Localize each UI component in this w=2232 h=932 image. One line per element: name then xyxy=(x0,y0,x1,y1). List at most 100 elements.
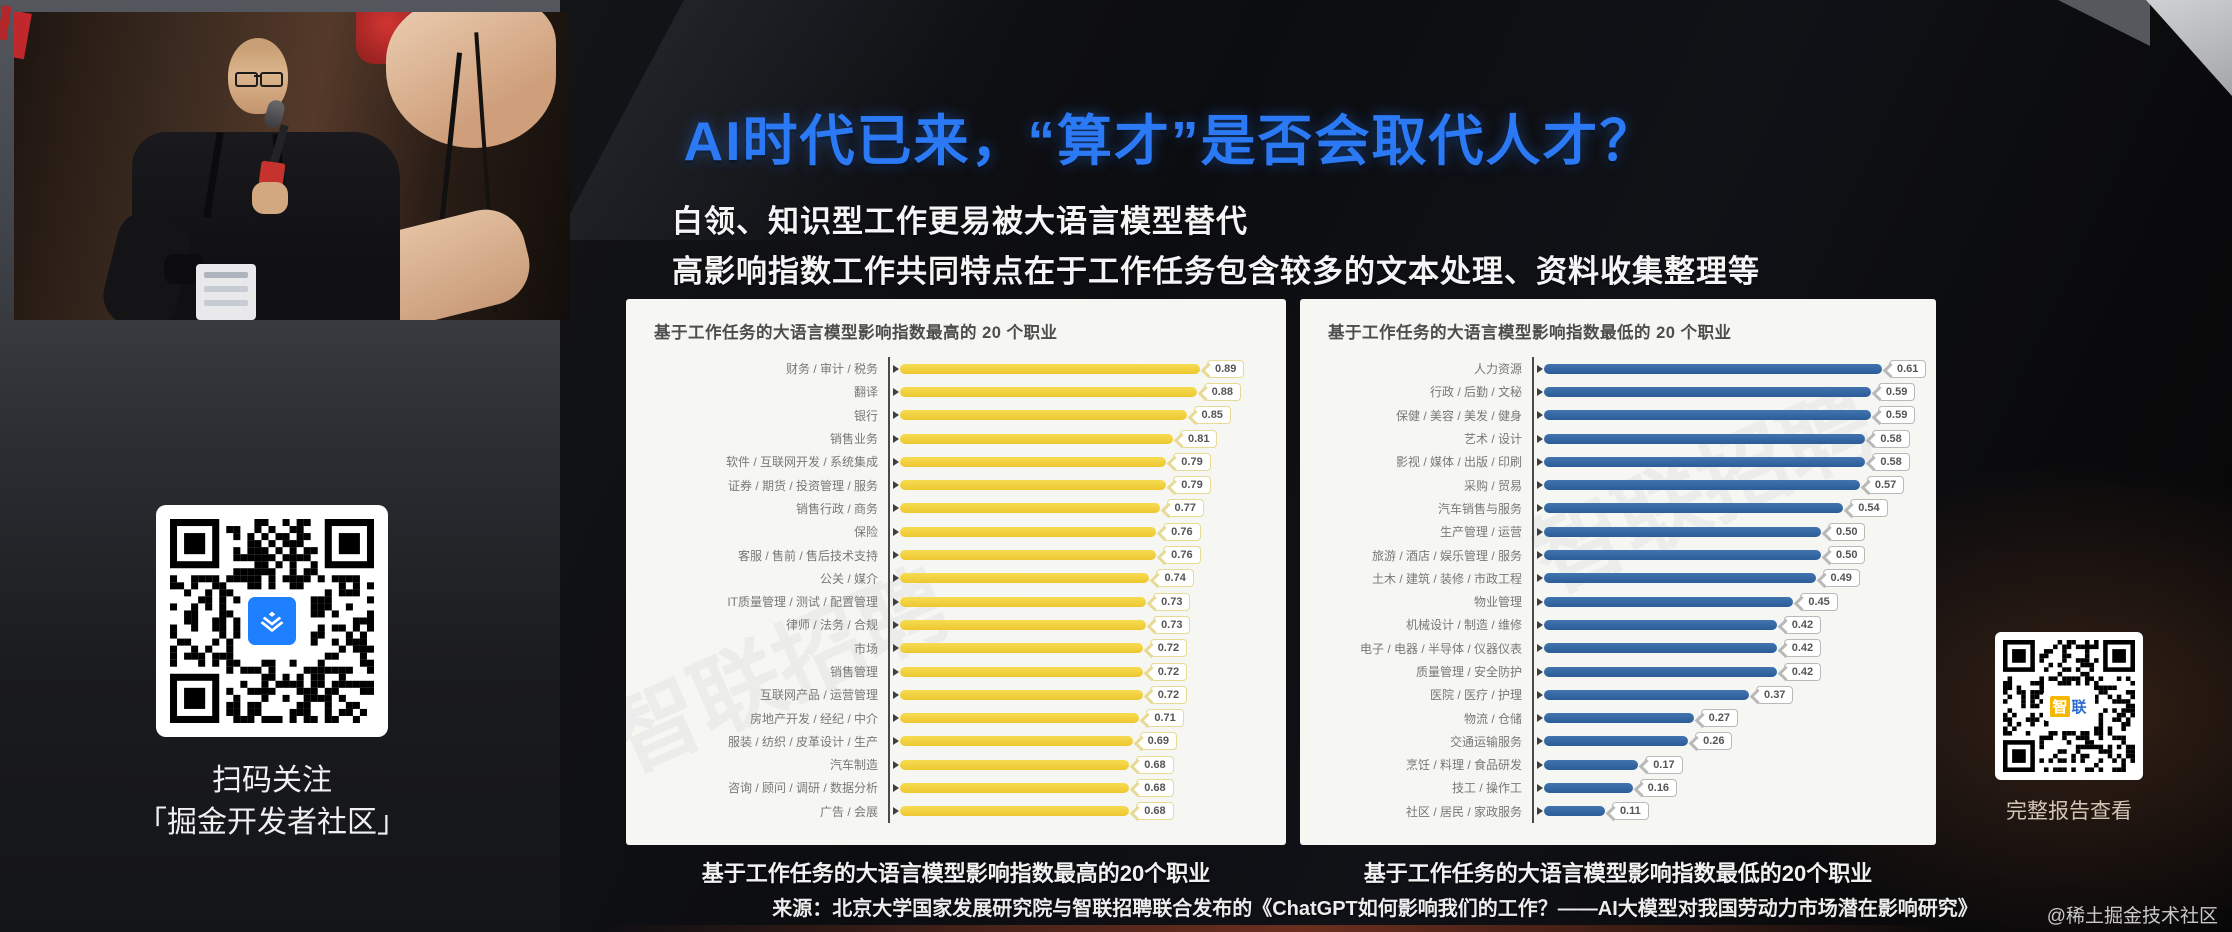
bar-track: 0.54 xyxy=(1532,496,1936,521)
bar-label: 旅游 / 酒店 / 娱乐管理 / 服务 xyxy=(1371,548,1522,563)
bar-start-marker xyxy=(1537,434,1543,443)
bar xyxy=(1544,386,1871,397)
bar-label: 财务 / 审计 / 税务 xyxy=(785,362,878,377)
chart-row: 质量管理 / 安全防护 0.42 xyxy=(1300,659,1936,684)
bar-track: 0.16 xyxy=(1532,776,1936,800)
bar-start-marker xyxy=(1537,504,1543,513)
bar-start-marker xyxy=(893,504,899,513)
bar-track: 0.79 xyxy=(888,450,1286,474)
bar-start-marker xyxy=(893,457,899,466)
chart-row: 烹饪 / 料理 / 食品研发 0.17 xyxy=(1300,753,1936,777)
chart-row: 广告 / 会展 0.68 xyxy=(626,799,1286,823)
bar-start-marker xyxy=(893,783,899,792)
bar-label: 交通运输服务 xyxy=(1449,734,1522,749)
value-tag: 0.42 xyxy=(1783,639,1822,658)
bar-track: 0.11 xyxy=(1532,799,1936,823)
bar-start-marker xyxy=(1537,667,1543,676)
bar xyxy=(1544,456,1866,467)
value-tag: 0.50 xyxy=(1828,522,1866,541)
bar-track: 0.68 xyxy=(888,753,1286,777)
bar-track: 0.68 xyxy=(888,776,1286,800)
bar-label: 咨询 / 顾问 / 调研 / 数据分析 xyxy=(727,781,878,796)
value-tag: 0.76 xyxy=(1163,546,1201,565)
bar-start-marker xyxy=(893,644,899,653)
bar-start-marker xyxy=(1537,597,1543,606)
bar-label: 技工 / 操作工 xyxy=(1451,781,1522,796)
zhilian-logo: 智 联 xyxy=(2043,691,2095,721)
bar-label: 销售行政 / 商务 xyxy=(795,501,878,516)
chart-row: 市场 0.72 xyxy=(626,636,1286,660)
report-qr-label: 完整报告查看 xyxy=(2006,800,2132,823)
chart-row: 电子 / 电器 / 半导体 / 仪器仪表 0.42 xyxy=(1300,636,1936,660)
bar xyxy=(1544,713,1694,724)
bar-label: 证券 / 期货 / 投资管理 / 服务 xyxy=(727,478,878,493)
bar xyxy=(900,713,1140,724)
bar-start-marker xyxy=(893,527,899,536)
bar-start-marker xyxy=(893,387,899,396)
value-tag: 0.74 xyxy=(1156,569,1194,588)
bar xyxy=(900,550,1157,561)
chart-row: 技工 / 操作工 0.16 xyxy=(1300,776,1936,800)
bar-start-marker xyxy=(893,714,899,723)
value-tag: 0.49 xyxy=(1822,569,1860,588)
speaker-video-feed xyxy=(14,12,570,320)
bar xyxy=(900,503,1160,514)
bar xyxy=(1544,480,1860,491)
value-tag: 0.68 xyxy=(1136,802,1174,821)
bar-label: 软件 / 互联网开发 / 系统集成 xyxy=(725,455,878,470)
chart-row: 机械设计 / 制造 / 维修 0.42 xyxy=(1300,613,1936,637)
bar-label: 服装 / 纺织 / 皮革设计 / 生产 xyxy=(727,734,878,749)
speaker-glasses xyxy=(233,72,285,87)
bar xyxy=(900,386,1197,397)
value-tag: 0.69 xyxy=(1139,732,1177,751)
bar xyxy=(900,736,1133,747)
bar-label: 汽车销售与服务 xyxy=(1437,501,1522,516)
chart-row: 律师 / 法务 / 合规 0.73 xyxy=(626,613,1286,637)
bar-track: 0.77 xyxy=(888,496,1286,521)
chart-title: 基于工作任务的大语言模型影响指数最高的 20 个职业 xyxy=(654,324,1058,342)
bar-start-marker xyxy=(1537,574,1543,583)
bar-start-marker xyxy=(893,667,899,676)
bar xyxy=(1544,503,1844,514)
chart-row: 保健 / 美容 / 美发 / 健身 0.59 xyxy=(1300,403,1936,427)
value-tag: 0.37 xyxy=(1756,685,1794,704)
chart-bottom20-impact: 智联招聘 基于工作任务的大语言模型影响指数最低的 20 个职业 人力资源 0.61… xyxy=(1300,299,1936,845)
bar-label: 翻译 xyxy=(853,385,878,400)
bar-label: 烹饪 / 料理 / 食品研发 xyxy=(1405,758,1522,773)
slide-subtitle-1: 白领、知识型工作更易被大语言模型替代 xyxy=(672,204,1248,239)
chart-row: 艺术 / 设计 0.58 xyxy=(1300,426,1936,451)
chart-row: 银行 0.85 xyxy=(626,403,1286,427)
bar-track: 0.81 xyxy=(888,426,1286,451)
bar-track: 0.27 xyxy=(1532,706,1936,730)
bar-start-marker xyxy=(893,364,899,373)
bar-start-marker xyxy=(893,760,899,769)
bar xyxy=(900,689,1143,700)
video-red-band xyxy=(14,12,32,60)
bar-label: 销售管理 xyxy=(829,665,878,679)
value-tag: 0.50 xyxy=(1828,546,1866,565)
bar-track: 0.17 xyxy=(1532,753,1936,777)
bar-start-marker xyxy=(1537,644,1543,653)
bar-track: 0.37 xyxy=(1532,683,1936,707)
bar-start-marker xyxy=(893,411,899,420)
chart-row: 咨询 / 顾问 / 调研 / 数据分析 0.68 xyxy=(626,776,1286,800)
chart-row: 土木 / 建筑 / 装修 / 市政工程 0.49 xyxy=(1300,566,1936,590)
bar xyxy=(1544,596,1794,607)
bar-label: 互联网产品 / 运营管理 xyxy=(759,688,878,703)
value-tag: 0.61 xyxy=(1889,359,1927,378)
juejin-glyph-icon xyxy=(260,611,284,633)
bar-track: 0.50 xyxy=(1532,543,1936,567)
bar xyxy=(1544,759,1639,770)
bar-start-marker xyxy=(1537,807,1543,816)
chart-row: 房地产开发 / 经纪 / 中介 0.71 xyxy=(626,706,1286,730)
chart-row: 销售行政 / 商务 0.77 xyxy=(626,496,1286,521)
bar xyxy=(900,363,1200,374)
value-tag: 0.54 xyxy=(1850,499,1888,518)
bar-label: 生产管理 / 运营 xyxy=(1439,525,1522,540)
value-tag: 0.17 xyxy=(1645,755,1683,774)
value-tag: 0.81 xyxy=(1180,429,1218,448)
bar-track: 0.89 xyxy=(888,357,1286,381)
bar-start-marker xyxy=(893,434,899,443)
bar-track: 0.72 xyxy=(888,659,1286,684)
